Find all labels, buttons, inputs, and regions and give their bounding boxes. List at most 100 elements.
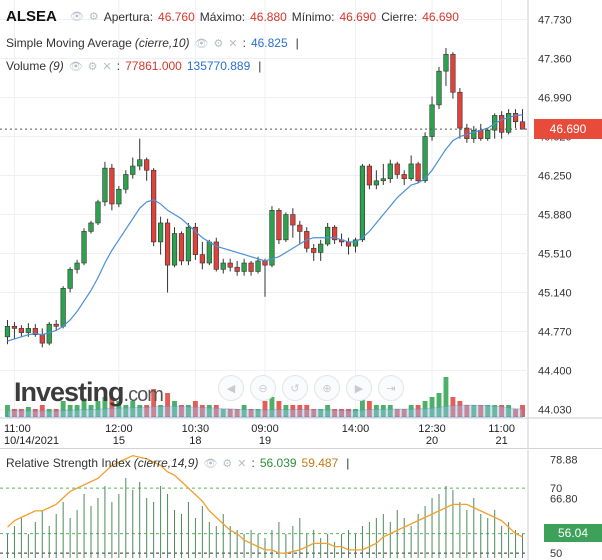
volume-bar bbox=[46, 409, 52, 417]
volume-bar bbox=[332, 409, 338, 417]
volume-bar bbox=[25, 407, 31, 417]
candle-body bbox=[478, 129, 484, 139]
candle-body bbox=[262, 260, 268, 266]
candle bbox=[192, 222, 198, 260]
candle-body bbox=[123, 174, 129, 190]
candle bbox=[102, 161, 108, 207]
volume-bar bbox=[311, 409, 317, 417]
candle-body bbox=[359, 165, 366, 241]
candle-body bbox=[11, 325, 18, 329]
close-icon[interactable]: ✕ bbox=[237, 457, 247, 470]
candle-body bbox=[269, 210, 275, 266]
time-label: 14:00 bbox=[342, 423, 370, 435]
price-tick-label: 45.880 bbox=[538, 210, 572, 222]
volume-bar bbox=[422, 401, 428, 417]
candle-body bbox=[81, 231, 87, 264]
candle bbox=[512, 109, 519, 129]
current-price-badge: 46.690 bbox=[534, 119, 602, 140]
candle bbox=[185, 222, 192, 266]
open-value: 46.760 bbox=[158, 9, 195, 24]
volume-bar bbox=[492, 405, 498, 417]
volume-bar bbox=[199, 405, 205, 417]
candle bbox=[248, 260, 254, 276]
legend-sma: Simple Moving Average (cierre,10) 👁 ⚙ ✕ … bbox=[6, 36, 299, 50]
volume-bar bbox=[513, 409, 518, 417]
candle-body bbox=[151, 169, 157, 243]
candle bbox=[178, 231, 185, 266]
volume-bar bbox=[116, 401, 122, 417]
volume-bar bbox=[102, 397, 108, 417]
open-label: Apertura: bbox=[103, 9, 154, 24]
settings-icon[interactable]: ⚙ bbox=[213, 37, 224, 50]
price-tick-label: 44.770 bbox=[538, 327, 572, 339]
sma-colon: : bbox=[242, 36, 246, 50]
candle bbox=[366, 163, 372, 190]
volume-colon: : bbox=[116, 59, 121, 73]
candle-body bbox=[4, 325, 11, 338]
candle-body bbox=[39, 334, 45, 344]
eye-icon[interactable]: 👁 bbox=[69, 11, 84, 23]
candle-body bbox=[158, 222, 164, 243]
candle bbox=[373, 170, 379, 190]
candle bbox=[436, 66, 442, 110]
zoom-in-icon[interactable]: ⊕ bbox=[314, 375, 340, 401]
volume-bar bbox=[360, 393, 365, 417]
candle-body bbox=[387, 163, 393, 179]
volume-bar bbox=[5, 405, 10, 417]
close-icon[interactable]: ✕ bbox=[102, 60, 112, 73]
candle bbox=[422, 132, 428, 183]
scroll-left-icon[interactable]: ◀ bbox=[218, 375, 244, 401]
candle-body bbox=[95, 201, 101, 224]
candle bbox=[171, 227, 178, 268]
candle bbox=[394, 161, 400, 179]
candle-body bbox=[102, 167, 108, 203]
pane-divider[interactable] bbox=[0, 448, 602, 449]
settings-icon[interactable]: ⚙ bbox=[222, 457, 233, 470]
rsi-line bbox=[7, 454, 523, 554]
settings-icon[interactable]: ⚙ bbox=[88, 11, 99, 23]
settings-icon[interactable]: ⚙ bbox=[87, 60, 98, 73]
volume-bar bbox=[429, 397, 435, 417]
reset-icon[interactable]: ↺ bbox=[282, 375, 308, 401]
close-icon[interactable]: ✕ bbox=[228, 37, 238, 50]
time-label: 09:00 bbox=[251, 423, 279, 435]
volume-bar bbox=[74, 405, 80, 417]
price-tick-label: 44.400 bbox=[538, 366, 572, 378]
candle bbox=[241, 258, 247, 276]
candle-body bbox=[220, 262, 226, 270]
volume-bar bbox=[318, 409, 324, 417]
candle-body bbox=[164, 222, 171, 266]
volume-bar bbox=[192, 401, 198, 417]
volume-bar bbox=[506, 405, 512, 417]
eye-icon[interactable]: 👁 bbox=[194, 37, 209, 50]
candle bbox=[506, 109, 512, 135]
candle-body bbox=[499, 115, 505, 133]
candle-body bbox=[325, 226, 331, 245]
volume-bar bbox=[130, 401, 136, 417]
eye-icon[interactable]: 👁 bbox=[203, 457, 218, 470]
rsi-current-badge: 56.04 bbox=[544, 524, 602, 542]
volume-bar bbox=[415, 405, 421, 417]
volume-bar bbox=[53, 409, 59, 417]
candle-body bbox=[485, 129, 491, 139]
volume-bar bbox=[32, 409, 38, 417]
candle-body bbox=[311, 247, 317, 253]
volume-bar bbox=[123, 405, 129, 417]
volume-bar bbox=[137, 405, 143, 417]
separator: | bbox=[258, 59, 262, 73]
volume-bar bbox=[144, 405, 150, 417]
candle bbox=[53, 319, 59, 331]
scroll-right-icon[interactable]: ▶ bbox=[346, 375, 372, 401]
eye-icon[interactable]: 👁 bbox=[68, 60, 83, 73]
zoom-out-icon[interactable]: ⊖ bbox=[250, 375, 276, 401]
volume-bar bbox=[366, 401, 372, 417]
candle bbox=[429, 96, 435, 141]
rsi-label: Relative Strength Index bbox=[6, 456, 131, 470]
candle-body bbox=[457, 91, 463, 129]
scroll-end-icon[interactable]: ⇥ bbox=[378, 375, 404, 401]
price-chart[interactable]: 47.73047.36046.99046.62046.25045.88045.5… bbox=[0, 0, 602, 450]
candle-body bbox=[394, 163, 400, 175]
volume-bar bbox=[276, 401, 282, 417]
candle-body bbox=[137, 159, 143, 167]
